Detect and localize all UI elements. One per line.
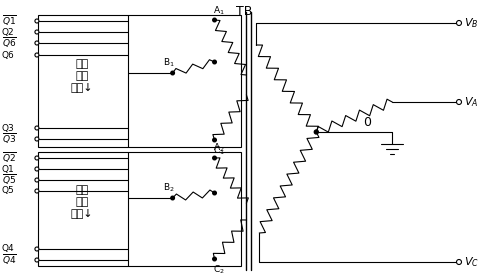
Text: Q6: Q6 [2,50,15,60]
Text: Q3: Q3 [2,123,15,132]
Text: $\overline{Q2}$: $\overline{Q2}$ [2,151,17,165]
Circle shape [456,20,461,25]
Circle shape [35,126,39,130]
Circle shape [213,156,216,160]
Text: $V_C$: $V_C$ [464,255,479,269]
Circle shape [213,60,216,64]
Text: 功率: 功率 [75,185,88,195]
Circle shape [213,191,216,195]
Circle shape [213,18,216,22]
Text: Q4: Q4 [2,244,14,253]
Circle shape [35,19,39,23]
Text: C$_1$: C$_1$ [213,144,225,157]
Circle shape [35,178,39,182]
Text: $\overline{Q6}$: $\overline{Q6}$ [2,36,17,50]
Text: Q2: Q2 [2,27,14,36]
Circle shape [456,260,461,265]
Text: C$_2$: C$_2$ [213,263,224,276]
Circle shape [35,30,39,34]
Text: 放大: 放大 [75,197,88,207]
Text: TB: TB [236,5,253,18]
Circle shape [213,138,216,142]
Circle shape [35,189,39,193]
Circle shape [35,53,39,57]
Text: $\overline{Q3}$: $\overline{Q3}$ [2,132,17,146]
Text: Q1: Q1 [2,165,15,174]
Text: 放大: 放大 [75,71,88,81]
Circle shape [35,258,39,262]
Text: 0: 0 [363,116,371,129]
Circle shape [456,99,461,104]
Text: 功率: 功率 [75,59,88,69]
Text: B$_2$: B$_2$ [163,181,174,194]
Text: 电路↓: 电路↓ [71,209,93,219]
Text: $\overline{Q5}$: $\overline{Q5}$ [2,172,17,187]
Circle shape [213,257,216,261]
Circle shape [35,247,39,251]
Circle shape [35,41,39,45]
Text: $\overline{Q4}$: $\overline{Q4}$ [2,253,17,267]
Bar [38,15,242,147]
Text: 电路↓: 电路↓ [71,83,93,93]
Circle shape [35,137,39,141]
Text: $V_B$: $V_B$ [464,16,479,30]
Text: $\overline{Q1}$: $\overline{Q1}$ [2,13,17,29]
Circle shape [171,71,174,75]
Text: Q5: Q5 [2,186,15,195]
Circle shape [314,130,318,134]
Bar [38,152,242,266]
Text: A$_2$: A$_2$ [213,141,224,154]
Circle shape [35,156,39,160]
Text: A$_1$: A$_1$ [213,4,224,17]
Text: B$_1$: B$_1$ [163,57,174,69]
Circle shape [35,167,39,171]
Text: $V_A$: $V_A$ [464,95,478,109]
Circle shape [171,196,174,200]
